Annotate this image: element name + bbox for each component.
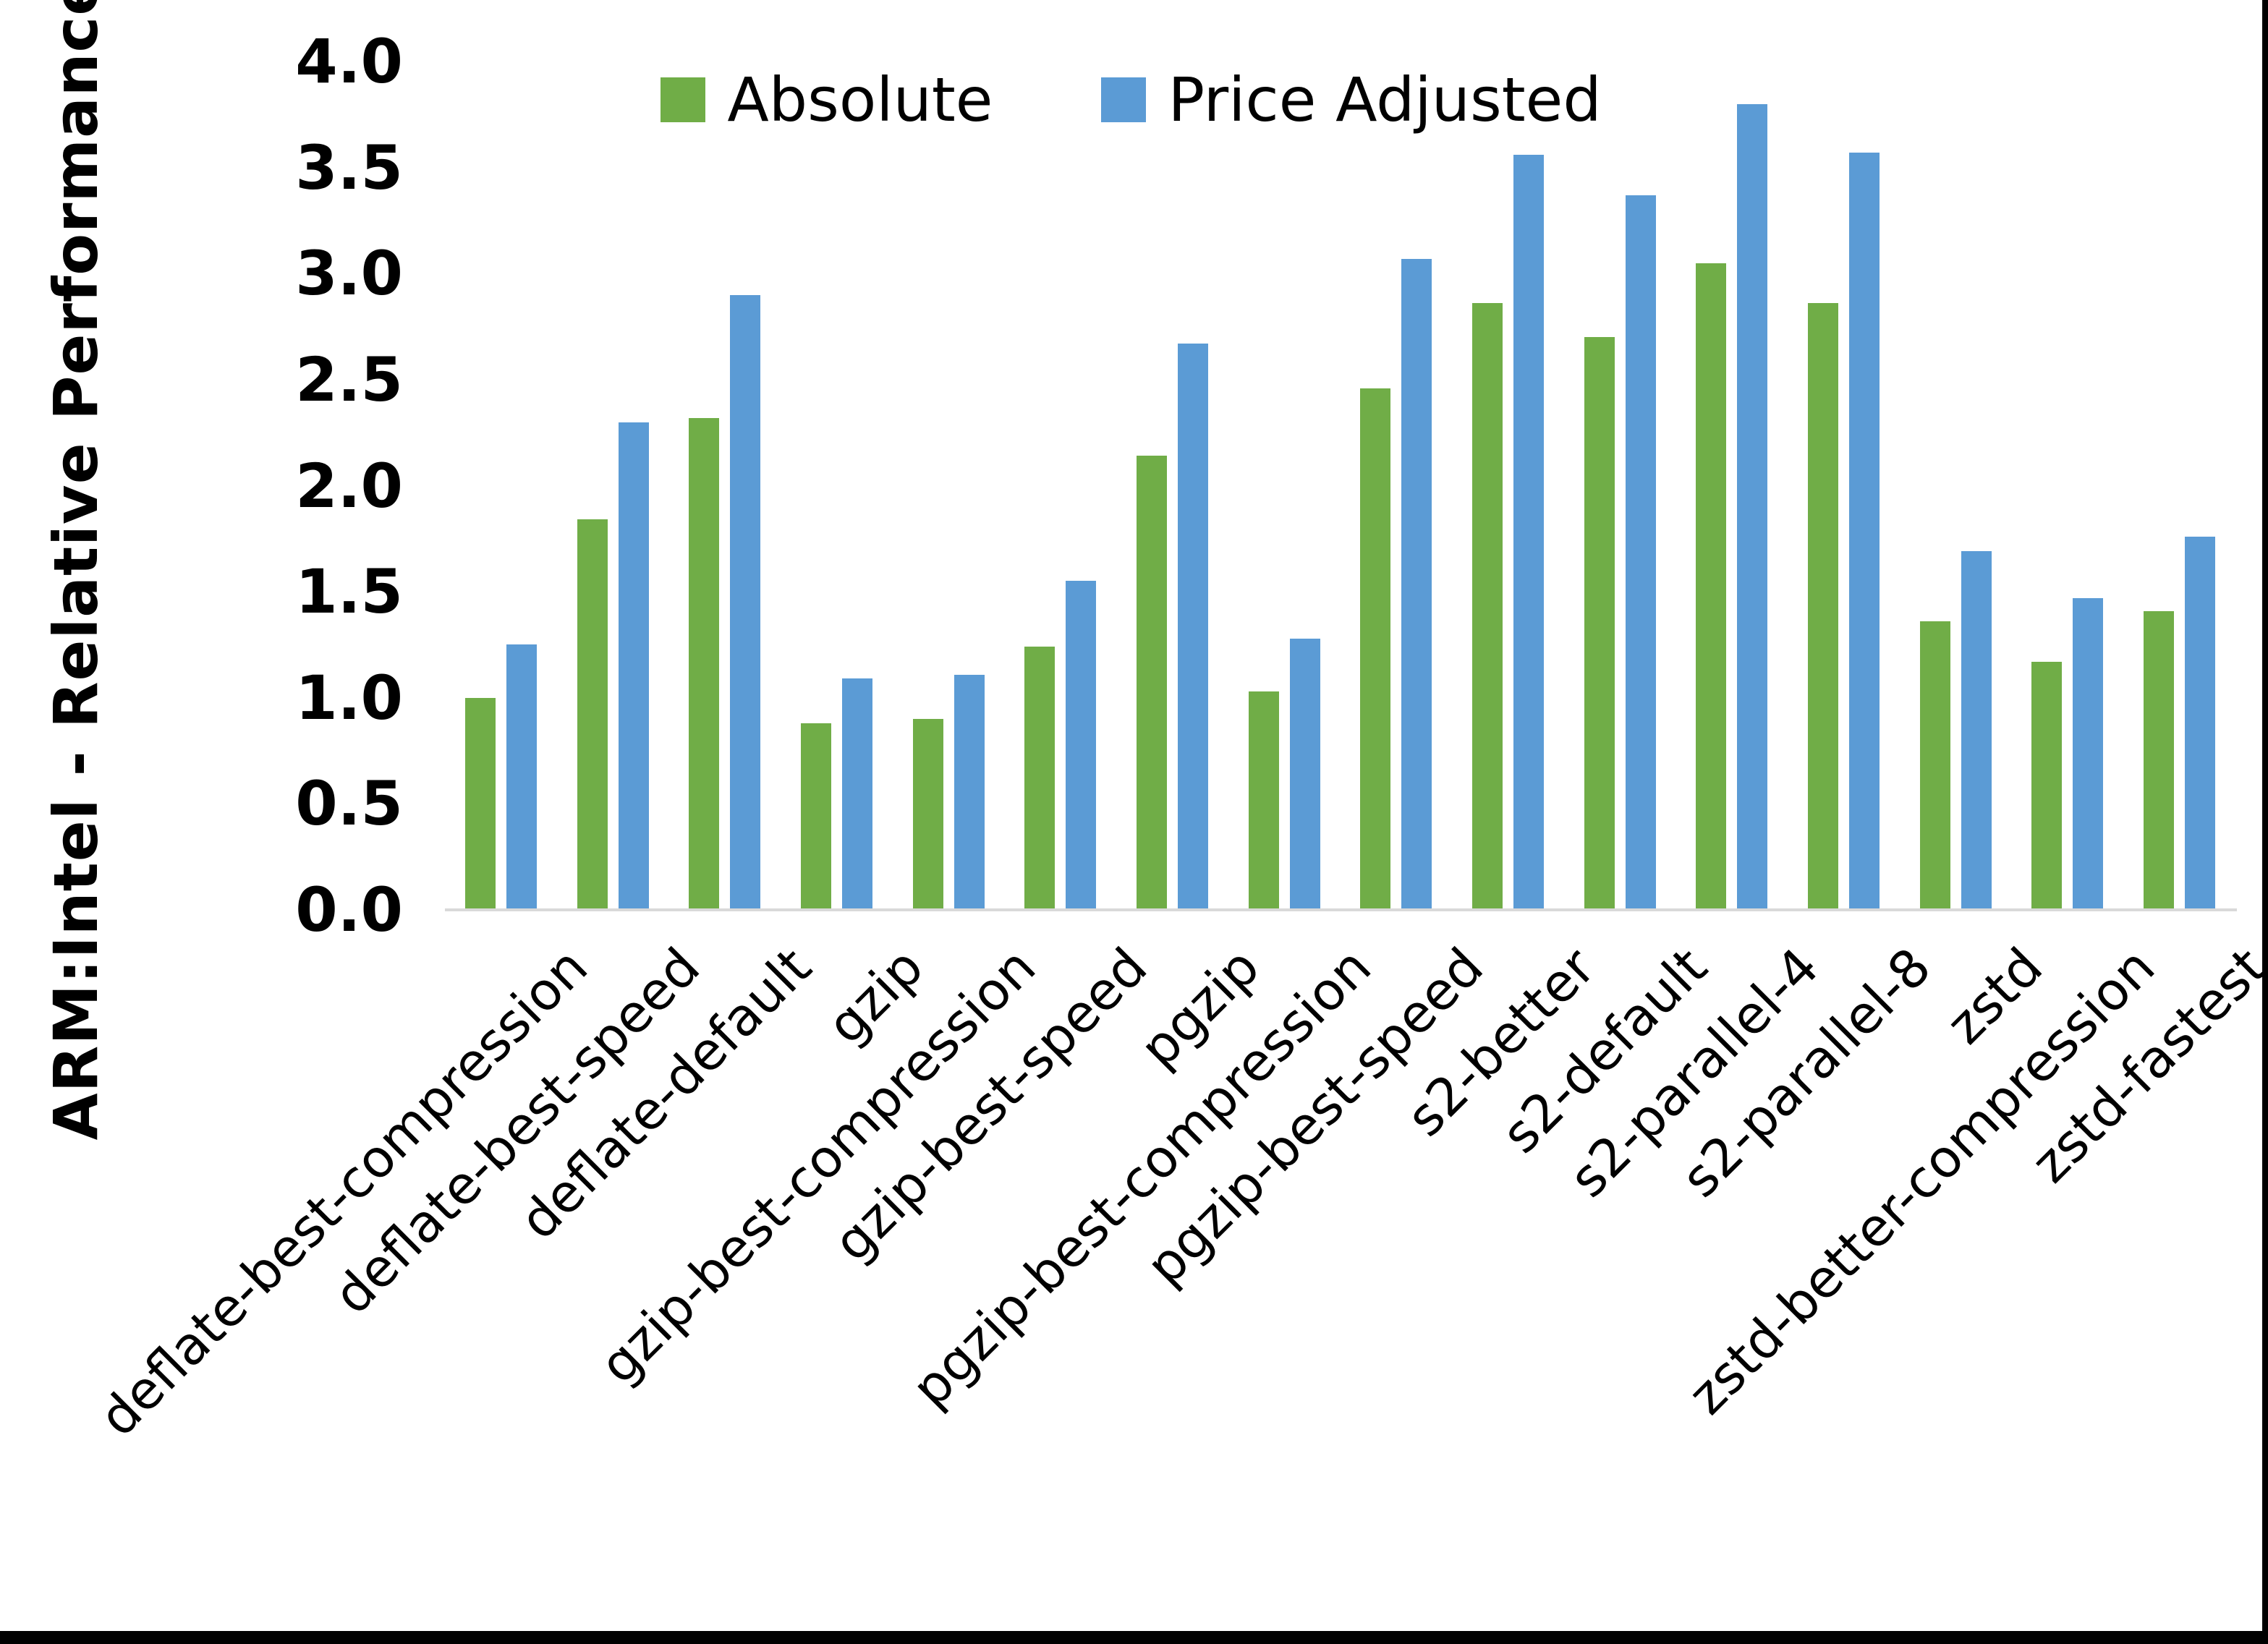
bar-price-adjusted-pgzip-best-speed	[1401, 258, 1432, 910]
y-tick-label: 1.0	[295, 662, 403, 733]
bar-absolute-pgzip-best-speed	[1360, 388, 1391, 910]
y-tick-label: 3.5	[295, 132, 403, 203]
bar-absolute-s2-parallel-4	[1696, 263, 1727, 910]
x-axis-label-deflate-best-compression: deflate-best-compression	[87, 936, 600, 1448]
screenshot-right-border	[2262, 0, 2268, 1644]
y-tick-label: 0.0	[295, 874, 403, 945]
bar-group	[2123, 61, 2235, 910]
bar-absolute-s2-better	[1472, 303, 1503, 910]
bar-price-adjusted-s2-better	[1513, 155, 1545, 910]
bar-group	[1004, 61, 1116, 910]
bar-absolute-pgzip-best-compression	[1248, 691, 1279, 910]
bar-price-adjusted-zstd-better-compression	[2073, 597, 2104, 910]
legend-item-absolute: Absolute	[661, 69, 993, 130]
y-tick-label: 2.5	[295, 344, 403, 415]
bar-group	[1341, 61, 1453, 910]
bar-price-adjusted-s2-default	[1625, 195, 1656, 910]
bar-group	[557, 61, 669, 910]
bar-group	[1676, 61, 1788, 910]
bar-price-adjusted-pgzip	[1177, 344, 1208, 910]
y-tick-label: 4.0	[295, 26, 403, 97]
bar-group	[668, 61, 781, 910]
bar-group	[2012, 61, 2124, 910]
bar-group	[893, 61, 1005, 910]
bar-group	[1228, 61, 1341, 910]
bar-absolute-pgzip	[1136, 456, 1167, 910]
bar-price-adjusted-pgzip-best-compression	[1289, 638, 1320, 910]
y-tick-label: 1.5	[295, 556, 403, 628]
screenshot-bottom-border	[0, 1631, 2268, 1644]
bar-absolute-gzip-best-speed	[1024, 647, 1056, 910]
bar-price-adjusted-deflate-best-speed	[618, 422, 649, 910]
bar-price-adjusted-deflate-best-compression	[506, 644, 537, 910]
y-tick-label: 2.0	[295, 450, 403, 521]
bar-absolute-gzip	[800, 723, 831, 910]
bar-absolute-deflate-default	[689, 417, 720, 910]
bar-absolute-s2-parallel-8	[1808, 303, 1839, 910]
bar-price-adjusted-gzip	[841, 678, 872, 910]
bar-group	[1900, 61, 2012, 910]
bar-group	[445, 61, 557, 910]
x-axis-line	[445, 908, 2237, 911]
bar-absolute-deflate-best-compression	[464, 697, 496, 910]
bar-group	[1564, 61, 1676, 910]
legend-swatch-absolute-icon	[661, 77, 706, 122]
bar-price-adjusted-s2-parallel-4	[1737, 103, 1768, 910]
bar-group	[1788, 61, 1900, 910]
bar-price-adjusted-gzip-best-compression	[954, 674, 985, 910]
legend-label-price-adjusted: Price Adjusted	[1168, 64, 1602, 135]
bar-price-adjusted-gzip-best-speed	[1066, 581, 1097, 910]
legend-label-absolute: Absolute	[727, 64, 993, 135]
bar-absolute-gzip-best-compression	[912, 719, 943, 910]
plot-area	[445, 61, 2235, 910]
bar-price-adjusted-s2-parallel-8	[1849, 153, 1880, 910]
bar-price-adjusted-zstd-fastest	[2185, 536, 2216, 910]
legend-item-price-adjusted: Price Adjusted	[1101, 64, 1602, 135]
bar-absolute-zstd-better-compression	[2031, 661, 2063, 910]
bar-group	[1452, 61, 1564, 910]
bar-absolute-zstd	[1919, 621, 1950, 910]
bar-absolute-zstd-fastest	[2144, 610, 2175, 910]
bar-price-adjusted-deflate-default	[730, 294, 761, 910]
legend-swatch-price-adjusted-icon	[1101, 77, 1147, 122]
y-tick-label: 3.0	[295, 238, 403, 310]
bar-absolute-deflate-best-speed	[577, 519, 608, 910]
bar-price-adjusted-zstd	[1961, 551, 1992, 910]
y-tick-label: 0.5	[295, 768, 403, 840]
bar-group	[781, 61, 893, 910]
legend: Absolute Price Adjusted	[0, 69, 2262, 130]
bar-group	[1116, 61, 1228, 910]
bar-absolute-s2-default	[1584, 337, 1615, 910]
